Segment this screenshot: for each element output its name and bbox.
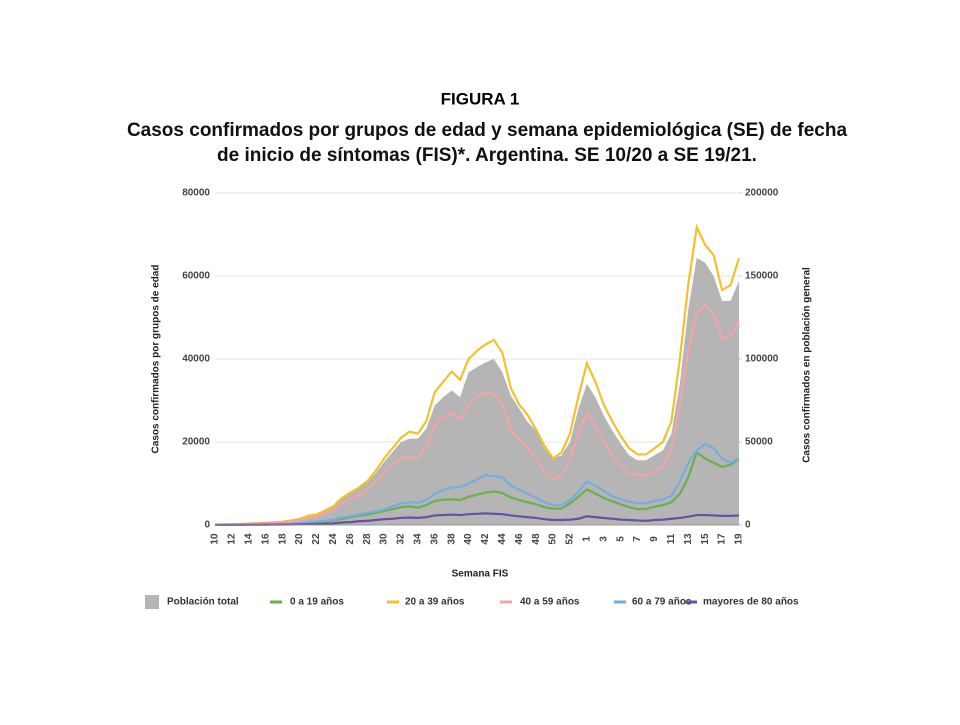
line bbox=[214, 303, 740, 526]
x-tick-label: 19 bbox=[734, 533, 745, 545]
y-axis-title: Casos confirmados por grupos de edad bbox=[151, 265, 162, 454]
x-tick-label: 11 bbox=[666, 533, 677, 544]
x-axis-title: Semana FIS bbox=[452, 569, 509, 580]
x-tick-label: 52 bbox=[565, 533, 576, 545]
x-tick-label: 3 bbox=[598, 536, 609, 542]
x-tick-label: 26 bbox=[345, 533, 356, 545]
x-tick-label: 13 bbox=[683, 533, 694, 545]
y-tick-label: 0 bbox=[204, 520, 210, 531]
y-tick-label: 60000 bbox=[182, 271, 210, 282]
x-tick-label: 40 bbox=[463, 533, 474, 545]
line bbox=[214, 512, 740, 527]
x-tick-label: 38 bbox=[446, 533, 457, 545]
y2-tick-label: 50000 bbox=[745, 437, 773, 448]
x-tick-label: 16 bbox=[260, 533, 271, 545]
chart-title: Casos confirmados por grupos de edad y s… bbox=[127, 120, 848, 166]
y-tick-label: 80000 bbox=[182, 188, 210, 199]
legend-label: 20 a 39 años bbox=[405, 597, 465, 608]
y2-tick-label: 100000 bbox=[745, 354, 779, 365]
x-tick-label: 7 bbox=[632, 536, 643, 542]
legend-swatch bbox=[145, 595, 159, 609]
x-tick-label: 15 bbox=[700, 533, 711, 545]
area bbox=[215, 257, 739, 525]
x-tick-label: 30 bbox=[379, 533, 390, 545]
legend-label: 0 a 19 años bbox=[290, 597, 344, 608]
x-tick-label: 44 bbox=[497, 533, 508, 545]
x-tick-label: 36 bbox=[429, 533, 440, 545]
line bbox=[214, 223, 741, 526]
figure-label: FIGURA 1 bbox=[441, 89, 520, 108]
x-tick-label: 20 bbox=[294, 533, 305, 545]
x-tick-label: 1 bbox=[582, 536, 593, 542]
x-tick-label: 9 bbox=[649, 536, 660, 542]
x-tick-label: 10 bbox=[210, 533, 221, 545]
x-tick-label: 28 bbox=[362, 533, 373, 545]
y2-tick-label: 200000 bbox=[745, 188, 779, 199]
x-tick-label: 14 bbox=[243, 533, 254, 545]
line bbox=[214, 442, 740, 526]
y-tick-label: 20000 bbox=[182, 437, 210, 448]
x-tick-label: 12 bbox=[227, 533, 238, 545]
x-tick-label: 17 bbox=[717, 533, 728, 545]
x-tick-label: 18 bbox=[277, 533, 288, 545]
x-tick-label: 34 bbox=[412, 533, 423, 545]
y2-tick-label: 150000 bbox=[745, 271, 779, 282]
y2-tick-label: 0 bbox=[745, 520, 751, 531]
x-tick-label: 46 bbox=[514, 533, 525, 545]
legend-label: 40 a 59 años bbox=[520, 597, 580, 608]
x-tick-label: 5 bbox=[615, 536, 626, 542]
x-tick-label: 42 bbox=[480, 533, 491, 545]
legend-label: Población total bbox=[167, 597, 239, 608]
y-tick-label: 40000 bbox=[182, 354, 210, 365]
x-tick-label: 50 bbox=[548, 533, 559, 545]
x-tick-label: 22 bbox=[311, 533, 322, 545]
x-tick-label: 32 bbox=[396, 533, 407, 545]
legend-label: mayores de 80 años bbox=[703, 597, 799, 608]
y2-axis-title: Casos confirmados en población general bbox=[802, 267, 813, 463]
legend-label: 60 a 79 años bbox=[632, 597, 692, 608]
x-tick-label: 24 bbox=[328, 533, 339, 545]
x-tick-label: 48 bbox=[531, 533, 542, 545]
